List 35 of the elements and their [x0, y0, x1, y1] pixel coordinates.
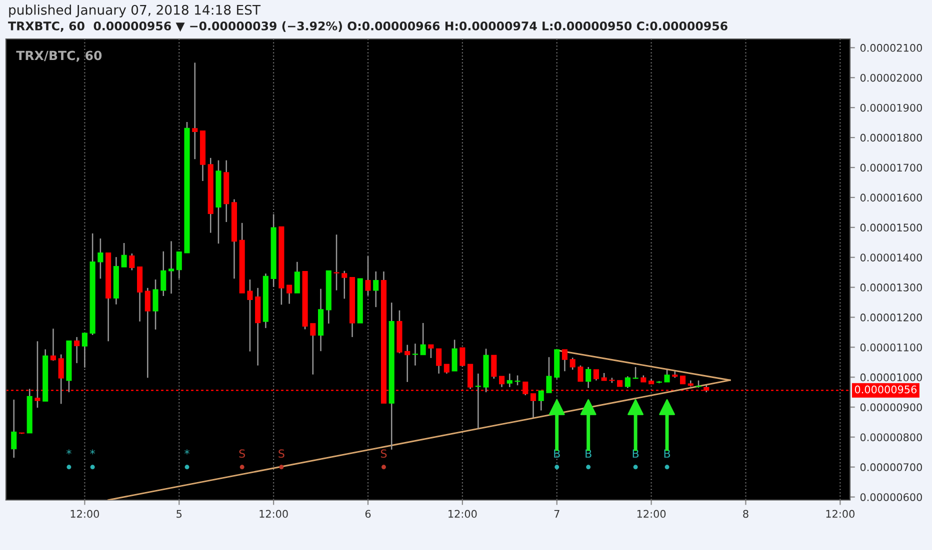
y-tick-label: 0.00000900 [860, 403, 922, 412]
y-tick-label: 0.00001700 [860, 164, 922, 172]
y-tick-label: 0.00001200 [860, 314, 922, 322]
y-tick-label: 0.00001600 [860, 194, 922, 202]
y-tick-label: 0.00001300 [860, 284, 922, 292]
ref-line-label: 0.00000956 [854, 386, 917, 394]
chart-subtitle: TRXBTC, 60 0.00000956 ▼ −0.00000039 (−3.92%) O:0.00000966 H:0.00000974 L:0.00000950 C:0.00000956 [8, 21, 728, 32]
y-tick-label: 0.00000600 [860, 493, 922, 502]
chart-title: published January 07, 2018 14:18 EST [9, 4, 261, 18]
series-label: S [239, 449, 245, 458]
text: * [90, 449, 96, 454]
series-label: * [66, 449, 72, 454]
x-tick-label: 12:00 [637, 510, 666, 518]
y-tick-label: 0.00000700 [860, 463, 922, 472]
y-tick-label: 0.00002000 [860, 74, 922, 82]
x-tick-label: 5 [176, 510, 182, 518]
x-tick-label: 8 [743, 510, 748, 518]
text: S [380, 449, 387, 458]
x-tick-label: 6 [365, 510, 371, 518]
y-tick-label: 0.00001100 [860, 343, 922, 352]
y-tick-label: 0.00001900 [860, 104, 922, 112]
y-tick-label: 0.00002100 [860, 44, 922, 52]
annotation: TRX/BTC, 60 [16, 50, 102, 62]
text: * [184, 449, 190, 454]
y-tick-label: 0.00001400 [860, 254, 922, 262]
x-tick-label: 12:00 [448, 510, 477, 518]
y-tick-label: 0.00001000 [860, 373, 922, 382]
y-tick-label: 0.00001800 [860, 134, 922, 142]
y-tick-label: 0.00001500 [860, 224, 922, 232]
y-tick-label: 0.00000800 [860, 433, 922, 442]
x-tick-label: 7 [554, 510, 560, 518]
x-tick-label: 12:00 [260, 510, 288, 518]
x-tick-label: 12:00 [826, 510, 854, 518]
text: S [278, 449, 284, 458]
x-tick-label: 12:00 [70, 510, 100, 518]
